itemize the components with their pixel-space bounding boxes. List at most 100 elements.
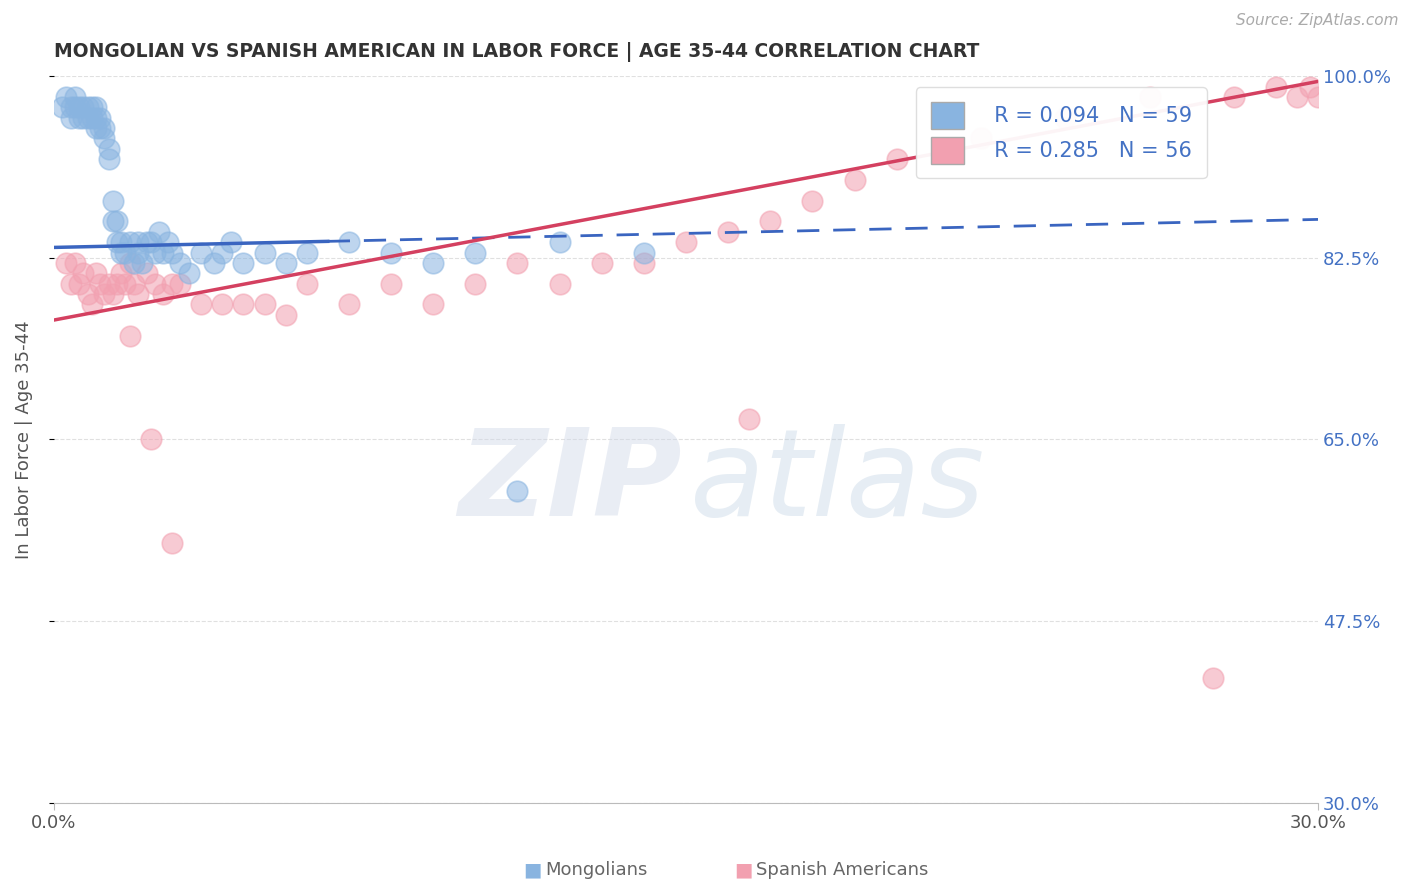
Point [1299, 79, 1322, 94]
Point [55, 256, 77, 270]
Text: ■: ■ [523, 860, 541, 880]
Point [337, 297, 360, 311]
Point [67, 277, 90, 291]
Text: ZIP: ZIP [458, 425, 682, 541]
Point [93, 287, 115, 301]
Point [633, 245, 655, 260]
Point [101, 214, 124, 228]
Text: Source: ZipAtlas.com: Source: ZipAtlas.com [1236, 13, 1399, 29]
Point [76, 287, 98, 301]
Point [84, 121, 107, 136]
Point [211, 245, 233, 260]
Point [51, 100, 73, 114]
Point [89, 121, 111, 136]
Point [84, 100, 107, 114]
Point [118, 328, 141, 343]
Point [80, 297, 103, 311]
Point [591, 256, 613, 270]
Point [55, 90, 77, 104]
Text: ■: ■ [734, 860, 752, 880]
Point [464, 277, 486, 291]
Point [219, 235, 242, 250]
Point [844, 173, 866, 187]
Point [80, 100, 103, 114]
Point [211, 297, 233, 311]
Point [135, 266, 157, 280]
Point [380, 245, 402, 260]
Point [202, 256, 225, 270]
Point [110, 266, 132, 280]
Point [295, 245, 318, 260]
Point [122, 256, 145, 270]
Point [63, 256, 86, 270]
Point [464, 245, 486, 260]
Point [274, 308, 297, 322]
Point [422, 256, 444, 270]
Point [127, 287, 149, 301]
Point [337, 235, 360, 250]
Point [72, 100, 94, 114]
Text: atlas: atlas [690, 425, 986, 541]
Point [89, 111, 111, 125]
Point [59, 100, 82, 114]
Point [675, 235, 697, 250]
Point [139, 433, 162, 447]
Point [380, 277, 402, 291]
Point [127, 245, 149, 260]
Point [156, 235, 179, 250]
Point [131, 256, 153, 270]
Point [738, 411, 761, 425]
Point [190, 297, 212, 311]
Point [76, 111, 98, 125]
Point [190, 245, 212, 260]
Y-axis label: In Labor Force | Age 35-44: In Labor Force | Age 35-44 [15, 320, 32, 558]
Point [253, 297, 276, 311]
Point [886, 152, 908, 166]
Point [122, 277, 145, 291]
Point [152, 287, 174, 301]
Point [105, 235, 128, 250]
Point [148, 225, 170, 239]
Point [80, 111, 103, 125]
Point [1202, 671, 1225, 685]
Point [1139, 90, 1161, 104]
Text: Spanish Americans: Spanish Americans [756, 861, 929, 879]
Point [169, 256, 191, 270]
Point [1308, 90, 1330, 104]
Point [801, 194, 824, 208]
Point [160, 536, 183, 550]
Point [110, 245, 132, 260]
Point [59, 277, 82, 291]
Point [105, 214, 128, 228]
Point [295, 277, 318, 291]
Point [970, 131, 993, 145]
Point [169, 277, 191, 291]
Point [160, 245, 183, 260]
Point [63, 90, 86, 104]
Point [84, 266, 107, 280]
Point [1054, 111, 1077, 125]
Point [143, 245, 166, 260]
Point [72, 266, 94, 280]
Legend:   R = 0.094   N = 59,   R = 0.285   N = 56: R = 0.094 N = 59, R = 0.285 N = 56 [917, 87, 1206, 178]
Point [93, 131, 115, 145]
Point [114, 245, 136, 260]
Point [274, 256, 297, 270]
Point [76, 100, 98, 114]
Point [118, 235, 141, 250]
Point [160, 277, 183, 291]
Point [110, 235, 132, 250]
Point [97, 142, 120, 156]
Point [506, 256, 529, 270]
Point [232, 256, 254, 270]
Point [177, 266, 200, 280]
Point [135, 235, 157, 250]
Point [72, 111, 94, 125]
Point [139, 235, 162, 250]
Point [97, 152, 120, 166]
Point [422, 297, 444, 311]
Point [759, 214, 782, 228]
Point [1223, 90, 1246, 104]
Point [232, 297, 254, 311]
Point [152, 245, 174, 260]
